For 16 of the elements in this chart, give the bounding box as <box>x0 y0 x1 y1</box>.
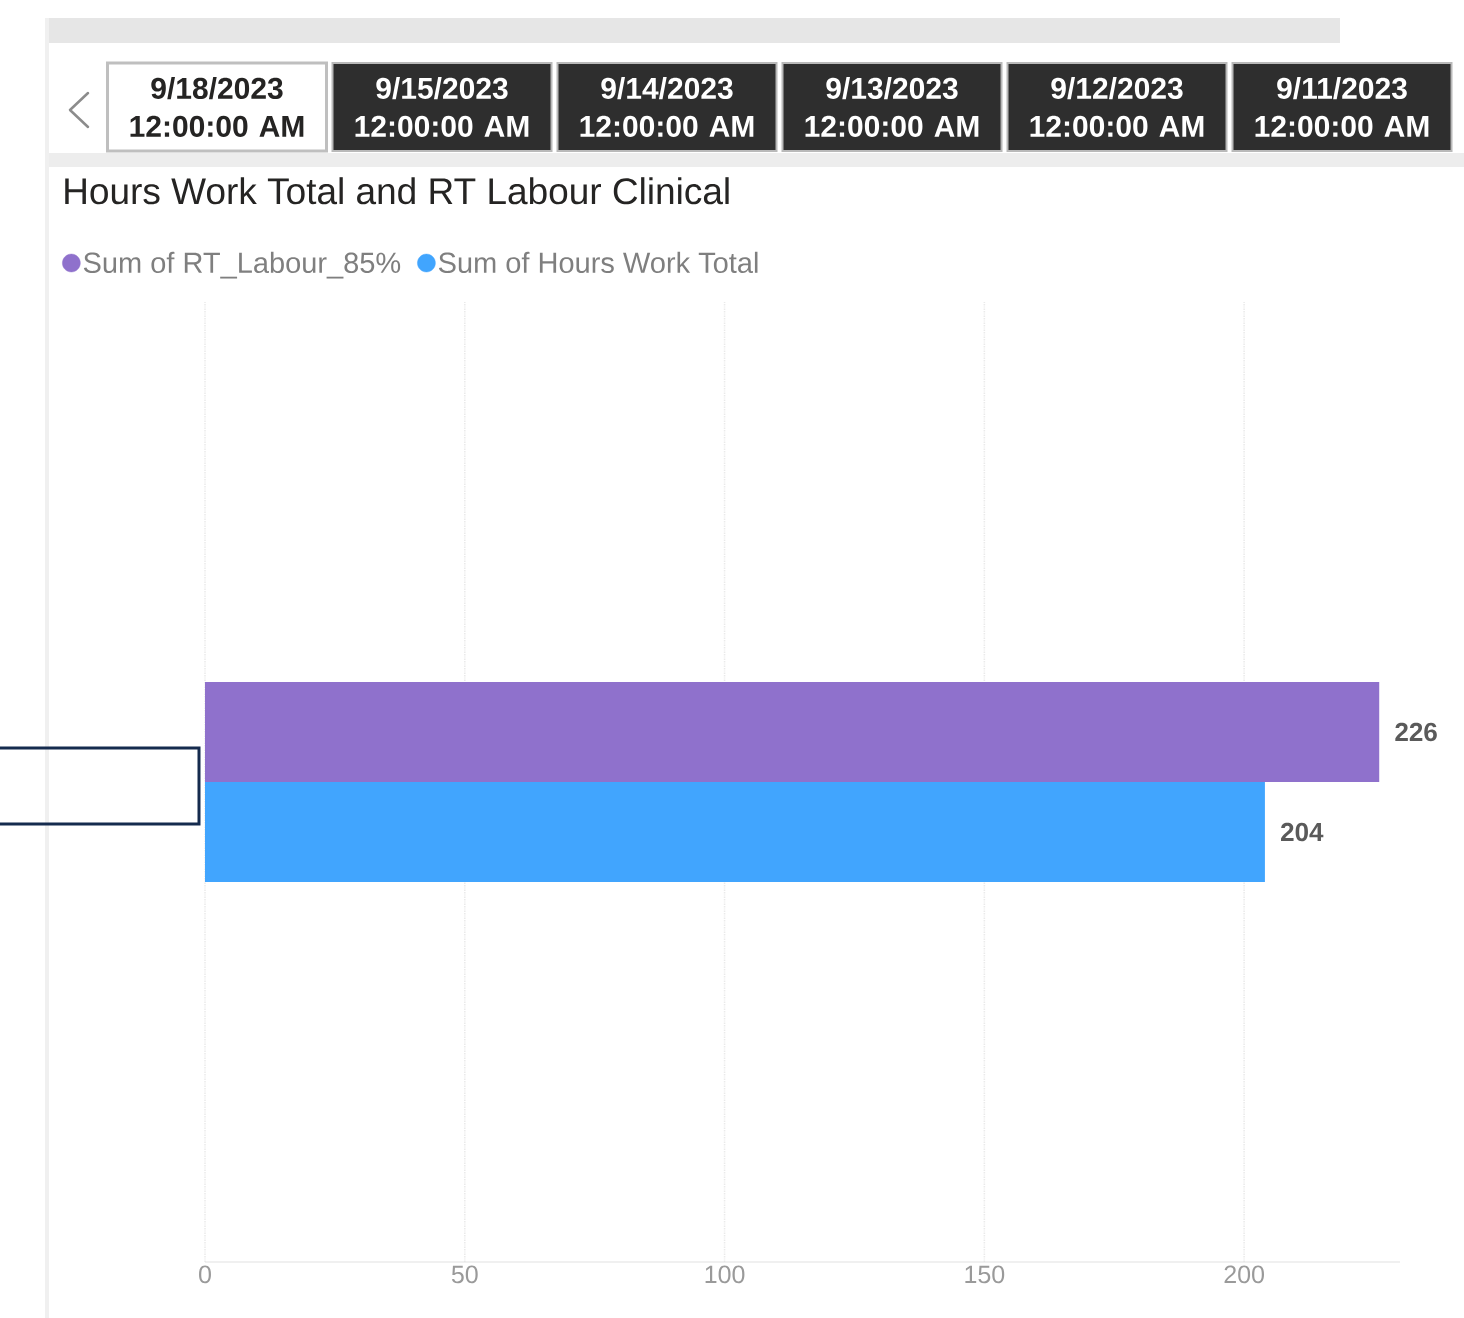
x-tick-label: 150 <box>965 1265 1005 1284</box>
data-label: 226 <box>1395 722 1437 742</box>
text: 9/15/2023 12:00:00 AM <box>355 76 529 138</box>
text: 9/14/2023 12:00:00 AM <box>580 76 754 138</box>
text: 9/12/2023 12:00:00 AM <box>1030 76 1204 138</box>
data-label: 204 <box>1281 822 1324 842</box>
text: 9/11/2023 12:00:00 AM <box>1255 76 1429 138</box>
x-tick-label: 200 <box>1224 1265 1264 1284</box>
text: 9/18/2023 12:00:00 AM <box>130 76 304 138</box>
x-tick-label: 100 <box>705 1265 745 1284</box>
legend-label: Sum of RT_Labour_85% <box>83 251 401 279</box>
x-tick-label: 0 <box>199 1265 211 1284</box>
text: 9/13/2023 12:00:00 AM <box>805 76 979 138</box>
legend-label: Sum of Hours Work Total <box>438 251 758 274</box>
x-tick-label: 50 <box>451 1265 478 1284</box>
chart-title: Hours Work Total and RT Labour Clinical <box>65 177 729 205</box>
